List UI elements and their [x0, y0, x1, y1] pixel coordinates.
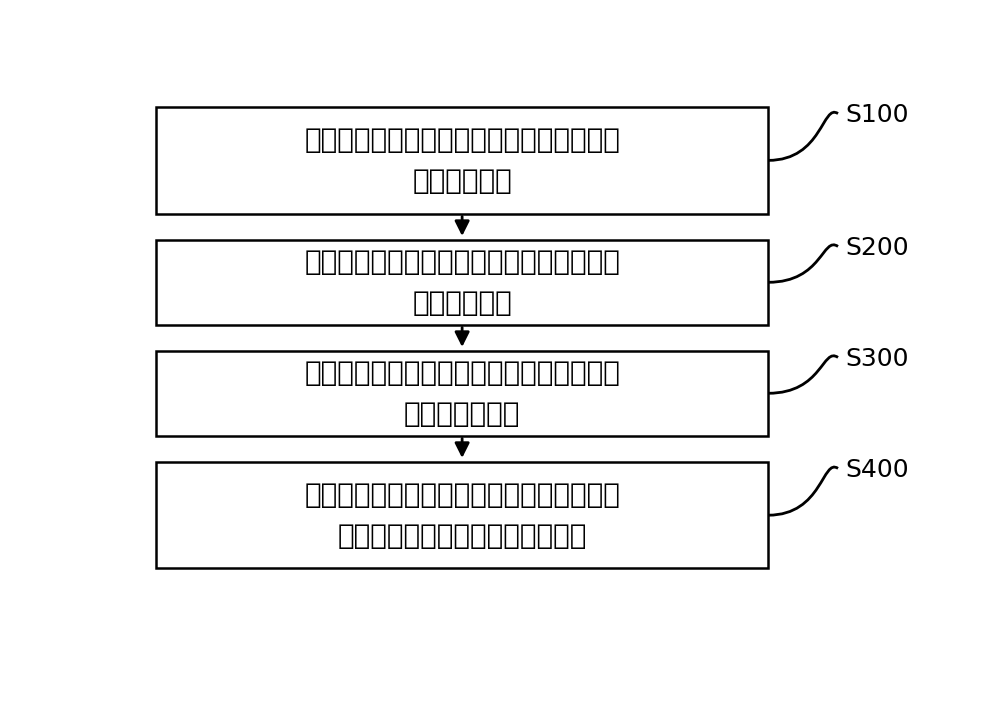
Text: 在第一侧墙结构的表面形成第二材料层以构
成第二侧墙结构: 在第一侧墙结构的表面形成第二材料层以构 成第二侧墙结构	[304, 359, 620, 428]
Text: 在支撑层的表面形成多个间隔设置的中空的
第一侧墙结构: 在支撑层的表面形成多个间隔设置的中空的 第一侧墙结构	[304, 248, 620, 317]
FancyBboxPatch shape	[156, 240, 768, 324]
Text: S200: S200	[846, 236, 909, 260]
Text: S300: S300	[846, 346, 909, 371]
Text: 提供衬底，衬底的表面形成有层叠设置的犊
牲层和支撑层: 提供衬底，衬底的表面形成有层叠设置的犊 牲层和支撑层	[304, 126, 620, 195]
Text: S100: S100	[846, 103, 909, 126]
FancyBboxPatch shape	[156, 462, 768, 569]
FancyBboxPatch shape	[156, 351, 768, 436]
Text: 以第一侧墙结构和第二侧墙结构为掩膜蚀刻
犊牲层和支撑层以形成电容打开孔: 以第一侧墙结构和第二侧墙结构为掩膜蚀刻 犊牲层和支撑层以形成电容打开孔	[304, 481, 620, 550]
Text: S400: S400	[846, 457, 909, 481]
FancyBboxPatch shape	[156, 107, 768, 214]
